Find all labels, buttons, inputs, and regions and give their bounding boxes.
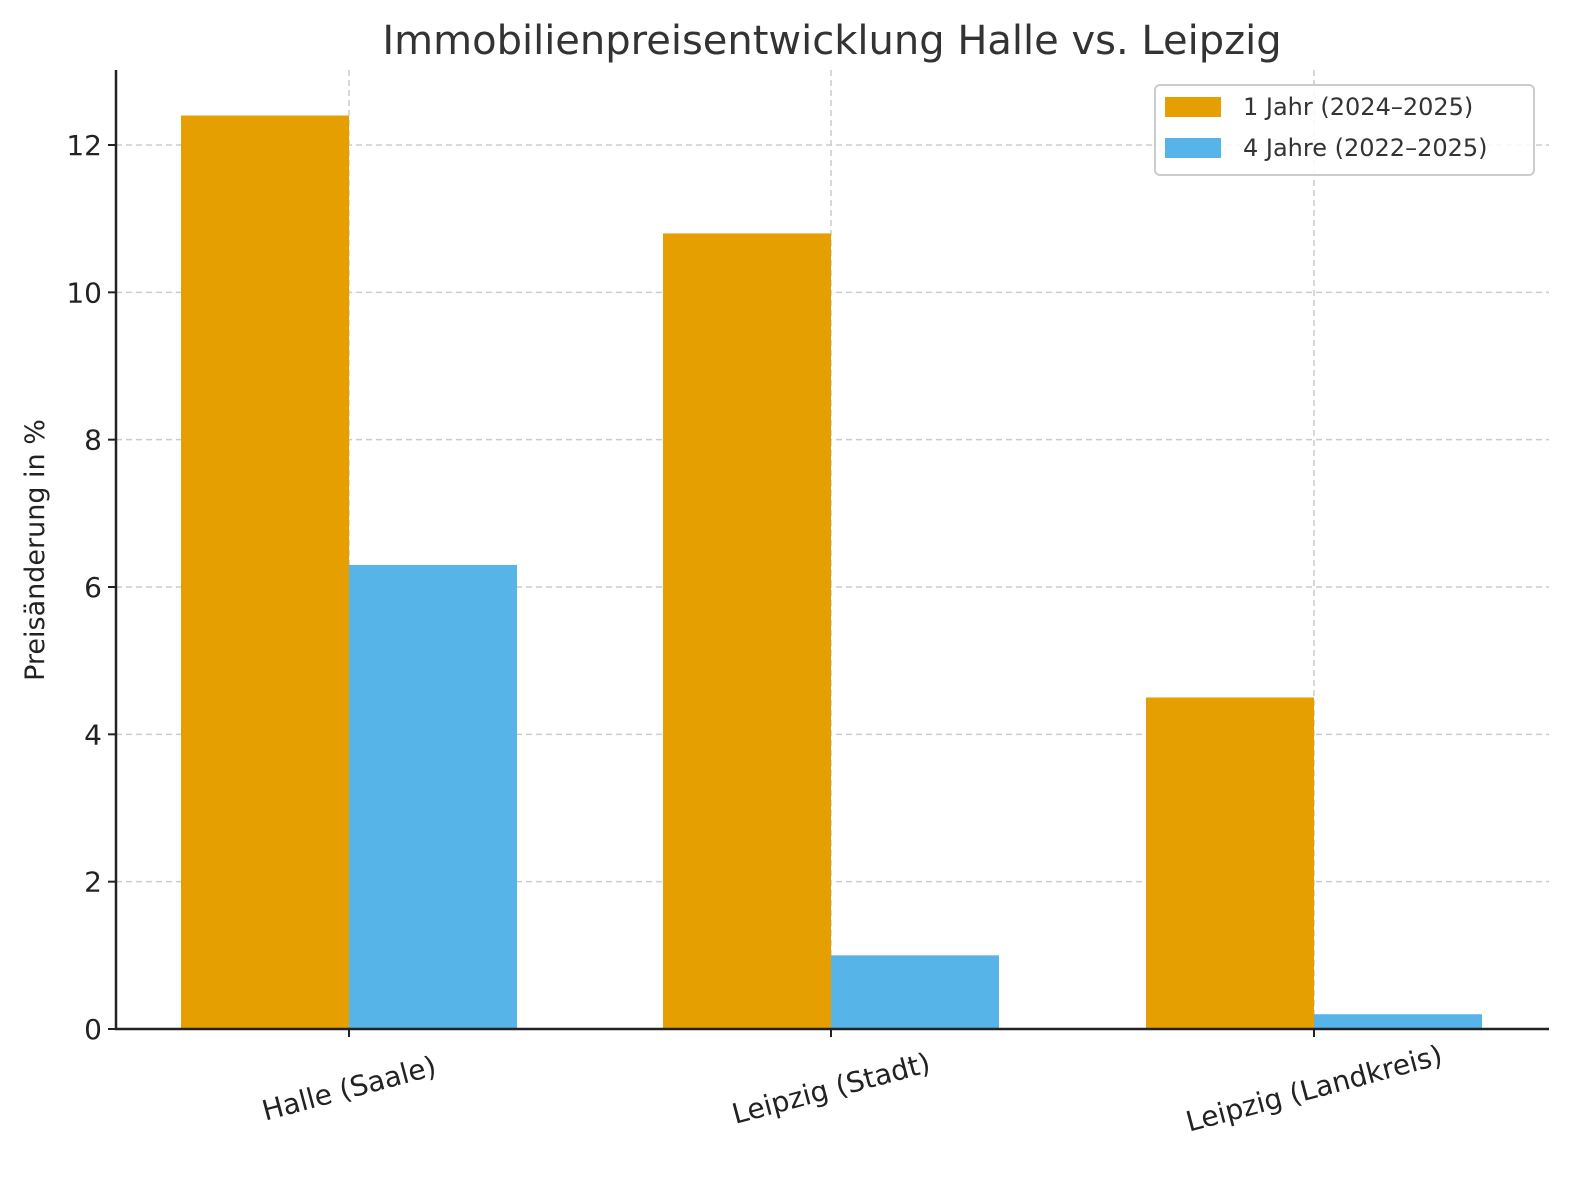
legend: 1 Jahr (2024–2025) 4 Jahre (2022–2025) — [1154, 84, 1535, 176]
y-tick-label: 0 — [84, 1013, 102, 1046]
y-tick-label: 2 — [84, 866, 102, 899]
bar — [349, 564, 517, 1029]
bar — [663, 233, 831, 1029]
y-tick-label: 10 — [66, 276, 102, 309]
x-tick-label: Leipzig (Landkreis) — [1182, 1038, 1445, 1138]
bar — [1146, 697, 1314, 1029]
x-tick-label: Leipzig (Stadt) — [729, 1046, 934, 1131]
legend-swatch — [1165, 97, 1221, 117]
y-tick-label: 4 — [84, 718, 102, 751]
bar — [181, 115, 349, 1030]
legend-swatch — [1165, 138, 1221, 158]
y-tick-label: 8 — [84, 424, 102, 457]
bar — [831, 955, 999, 1029]
legend-label: 4 Jahre (2022–2025) — [1243, 134, 1488, 162]
bar — [1314, 1014, 1482, 1029]
bars — [181, 115, 1482, 1030]
x-tick-label: Halle (Saale) — [258, 1049, 439, 1127]
legend-label: 1 Jahr (2024–2025) — [1243, 93, 1473, 121]
y-tick-label: 12 — [66, 129, 102, 162]
y-tick-label: 6 — [84, 571, 102, 604]
chart-title: Immobilienpreisentwicklung Halle vs. Lei… — [382, 18, 1281, 64]
legend-box — [1154, 84, 1535, 176]
y-axis-label: Preisänderung in % — [20, 419, 51, 681]
x-ticks: Halle (Saale) Leipzig (Stadt) Leipzig (Lan… — [258, 1029, 1446, 1139]
y-ticks: 0 2 4 6 8 10 12 — [66, 129, 116, 1046]
